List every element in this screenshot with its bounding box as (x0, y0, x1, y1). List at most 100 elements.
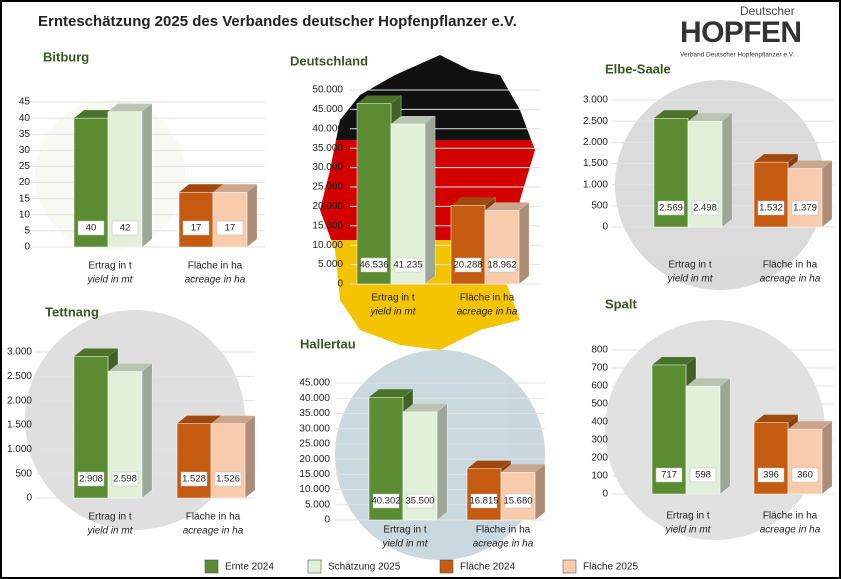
y-tick-label: 15.000 (312, 220, 343, 231)
value-label-box (111, 471, 139, 487)
y-tick-label: 20.000 (299, 454, 330, 465)
y-tick-label: 20 (19, 177, 31, 188)
value-label: 2.498 (693, 203, 717, 214)
value-label: 1.379 (793, 203, 817, 214)
y-tick-label: 0 (602, 489, 608, 500)
bar-side-shade (437, 403, 447, 520)
y-tick-label: 5.000 (318, 259, 343, 270)
bar-top (754, 414, 798, 423)
y-tick-label: 25.000 (299, 439, 330, 450)
value-label-box (791, 467, 819, 483)
y-tick-label: 1.000 (583, 179, 608, 190)
y-tick-label: 500 (591, 200, 608, 211)
value-label: 18.962 (487, 260, 516, 271)
value-label-box (180, 471, 208, 487)
group-sublabel: acreage in ha (473, 539, 534, 550)
bar-top-shade (501, 464, 545, 473)
panel-title: Hallertau (300, 336, 356, 351)
bar-top-shade (179, 184, 223, 193)
value-label-box (394, 257, 422, 273)
bar-top (501, 464, 545, 473)
value-label-box (757, 200, 785, 216)
value-label-box (182, 220, 210, 236)
value-label-box (406, 493, 434, 509)
value-label-box (689, 467, 717, 483)
value-label: 2.569 (659, 203, 683, 214)
bar-side-shade (142, 363, 152, 498)
legend-swatch (439, 559, 454, 574)
bar-top-shade (391, 116, 435, 125)
bar-top (211, 415, 255, 424)
value-label: 40.302 (371, 496, 400, 507)
bar-top (788, 160, 832, 169)
bar-top (688, 113, 732, 122)
bar-top-shade (108, 363, 152, 372)
value-label-box (504, 493, 532, 509)
group-label: Fläche in ha (476, 525, 531, 536)
y-tick-label: 2.500 (7, 371, 32, 382)
value-label: 40 (86, 223, 97, 234)
value-label-box (77, 220, 105, 236)
bar-top-shade (652, 356, 696, 365)
y-tick-label: 40.000 (299, 393, 330, 404)
y-tick-label: 25 (19, 161, 31, 172)
bar (787, 428, 823, 495)
bar-top-shade (357, 95, 401, 104)
group-sublabel: acreage in ha (183, 526, 244, 537)
y-tick-label: 2.000 (7, 395, 32, 406)
y-tick-label: 500 (15, 468, 32, 479)
bar-top (451, 197, 495, 206)
bar-top-shade (788, 160, 832, 169)
bar-top-shade (177, 415, 221, 424)
value-label: 42 (120, 223, 131, 234)
value-label-box (77, 471, 105, 487)
value-label-box (488, 257, 516, 273)
value-label-box (655, 467, 683, 483)
value-label: 20.288 (453, 260, 482, 271)
y-tick-label: 35 (19, 129, 31, 140)
bar-top (357, 95, 401, 104)
y-tick-label: 100 (591, 471, 608, 482)
bar-side-shade (247, 184, 257, 247)
group-label: Fläche in ha (763, 260, 818, 271)
y-tick-label: 30.000 (299, 423, 330, 434)
bar-top (177, 415, 221, 424)
y-tick-label: 1.500 (583, 158, 608, 169)
group-sublabel: yield in mt (86, 275, 133, 286)
legend-label: Fläche 2024 (460, 562, 515, 573)
bar-top-shade (74, 348, 118, 357)
group-label: Fläche in ha (188, 261, 243, 272)
legend-swatch (204, 559, 219, 574)
bar-top-shade (211, 415, 255, 424)
group-label: Ertrag in t (666, 511, 710, 522)
y-tick-label: 5 (24, 226, 30, 237)
value-label-box (372, 493, 400, 509)
group-sublabel: acreage in ha (760, 274, 821, 285)
bar-top (179, 184, 223, 193)
group-sublabel: yield in mt (86, 526, 133, 537)
group-label: Fläche in ha (460, 293, 515, 304)
group-label: Fläche in ha (763, 511, 818, 522)
y-tick-label: 15 (19, 193, 31, 204)
bar-top (467, 460, 511, 469)
bar-top-shade (688, 113, 732, 122)
bar (212, 191, 248, 248)
bar-top-shade (213, 184, 257, 193)
legend-label: Ernte 2024 (225, 562, 274, 573)
group-label: Ertrag in t (371, 293, 415, 304)
group-label: Ertrag in t (88, 261, 132, 272)
bar-top (74, 110, 118, 119)
y-tick-label: 40 (19, 113, 31, 124)
bar-top-shade (485, 202, 529, 211)
legend-label: Schätzung 2025 (328, 562, 401, 573)
bar-side-shade (535, 464, 545, 520)
y-tick-label: 400 (591, 417, 608, 428)
value-label: 17 (225, 223, 236, 234)
bar-top-shade (403, 403, 447, 412)
value-label-box (111, 220, 139, 236)
bar-top-shade (654, 110, 698, 119)
bar-top-shade (369, 389, 413, 398)
bar-top (686, 378, 730, 387)
y-tick-label: 50.000 (312, 85, 343, 96)
group-label: Fläche in ha (186, 512, 241, 523)
